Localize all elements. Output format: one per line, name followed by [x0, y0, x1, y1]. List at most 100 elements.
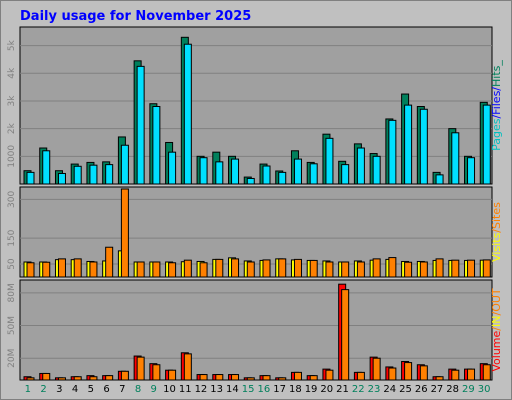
bar-in-day-2 [42, 372, 51, 381]
bar-in-day-1 [26, 377, 35, 381]
x-tick-label: 13 [210, 384, 223, 395]
y-axis-label-part: / [490, 327, 503, 331]
bar-in-day-12 [199, 374, 208, 381]
bar-sites-day-3 [57, 258, 66, 278]
y-axis-label-part: Files [490, 90, 503, 114]
x-tick-label: 16 [257, 384, 270, 395]
bar-files-day-13 [215, 161, 224, 185]
bar-in-day-4 [73, 376, 82, 381]
y-axis-label-part: Volume [490, 330, 503, 371]
bar-in-day-18 [293, 371, 302, 381]
bar-sites-day-16 [262, 259, 271, 278]
bar-in-day-24 [388, 367, 397, 381]
bar-in-day-14 [231, 374, 240, 381]
y-tick-label: 50 [7, 258, 17, 270]
bar-in-day-29 [467, 368, 476, 381]
y-tick-label: 80M [7, 283, 17, 302]
x-tick-label: 6 [103, 384, 109, 395]
bar-files-day-21 [341, 164, 350, 185]
y-axis-label-part: / [490, 312, 503, 316]
x-tick-label: 18 [289, 384, 302, 395]
bar-files-day-27 [435, 174, 444, 185]
bar-sites-day-12 [199, 262, 208, 278]
bar-files-day-16 [262, 165, 271, 185]
bar-in-day-8 [136, 356, 145, 381]
y-axis-label: Pages/Files/Hits_ [490, 60, 503, 151]
plot-area [19, 279, 493, 381]
bar-in-day-15 [246, 377, 255, 381]
bar-in-day-16 [262, 375, 271, 381]
bar-in-day-21 [341, 289, 350, 381]
bar-sites-day-9 [152, 261, 161, 278]
bar-files-day-18 [293, 158, 302, 185]
x-tick-label: 12 [195, 384, 208, 395]
bar-in-day-13 [215, 374, 224, 381]
x-tick-label: 14 [226, 384, 239, 395]
y-tick-label: 20M [7, 349, 17, 368]
x-tick-label: 15 [242, 384, 255, 395]
bar-sites-day-5 [89, 261, 98, 278]
bar-sites-day-27 [435, 258, 444, 278]
x-tick-label: 23 [368, 384, 381, 395]
y-axis-label: Visits/Sites [490, 202, 503, 262]
bar-files-day-9 [152, 106, 161, 185]
bar-sites-day-2 [42, 261, 51, 278]
bar-sites-day-15 [246, 261, 255, 278]
y-axis-label: Volume/IN/OUT [490, 288, 503, 372]
panel-visits-sites: 50 150 300 Visits/Sites [7, 186, 503, 278]
bar-files-day-30 [482, 104, 491, 185]
bar-sites-day-10 [168, 262, 177, 278]
bar-in-day-10 [168, 369, 177, 381]
bar-files-day-12 [199, 157, 208, 185]
chart-title: Daily usage for November 2025 [20, 9, 251, 24]
y-axis-label-part: / [490, 115, 503, 119]
bar-in-day-17 [278, 377, 287, 381]
y-tick-label: 150 [7, 229, 17, 246]
x-tick-label: 3 [56, 384, 62, 395]
bar-sites-day-1 [26, 262, 35, 278]
bar-sites-day-23 [372, 258, 381, 278]
bar-in-day-20 [325, 369, 334, 381]
bar-sites-day-20 [325, 261, 334, 278]
bar-sites-day-22 [356, 261, 365, 278]
bar-files-day-7 [120, 144, 129, 185]
bar-files-day-15 [246, 177, 255, 185]
bar-sites-day-29 [467, 259, 476, 278]
bar-files-day-4 [73, 165, 82, 185]
bar-files-day-5 [89, 164, 98, 185]
bar-in-day-7 [120, 370, 129, 381]
bar-sites-day-30 [482, 259, 491, 278]
y-tick-label: 5k [7, 39, 17, 51]
bar-files-day-25 [404, 104, 413, 185]
x-tick-label: 28 [446, 384, 459, 395]
bar-files-day-10 [168, 151, 177, 185]
bar-in-day-23 [372, 357, 381, 381]
bar-in-day-5 [89, 376, 98, 381]
y-axis-label-part: Sites [490, 202, 503, 229]
bar-files-day-2 [42, 150, 51, 185]
bar-in-day-3 [57, 377, 66, 381]
bar-files-day-17 [278, 171, 287, 185]
series-files [26, 43, 491, 185]
bar-files-day-22 [356, 147, 365, 185]
x-tick-label: 9 [151, 384, 157, 395]
bar-sites-day-14 [231, 258, 240, 278]
y-tick-label: 300 [7, 190, 17, 207]
y-axis-label-part: Pages [490, 118, 503, 151]
bar-in-day-22 [356, 371, 365, 381]
y-axis-label-part: _ [490, 60, 503, 67]
x-tick-label: 29 [462, 384, 475, 395]
x-tick-label: 5 [88, 384, 94, 395]
bar-in-day-25 [404, 362, 413, 381]
x-tick-label: 11 [179, 384, 192, 395]
plot-area [19, 26, 493, 185]
bar-in-day-30 [482, 364, 491, 381]
bar-sites-day-17 [278, 258, 287, 278]
y-axis-label-part: Visits [490, 232, 503, 261]
bar-files-day-24 [388, 119, 397, 185]
bar-in-day-6 [105, 375, 114, 381]
bar-sites-day-13 [215, 258, 224, 278]
